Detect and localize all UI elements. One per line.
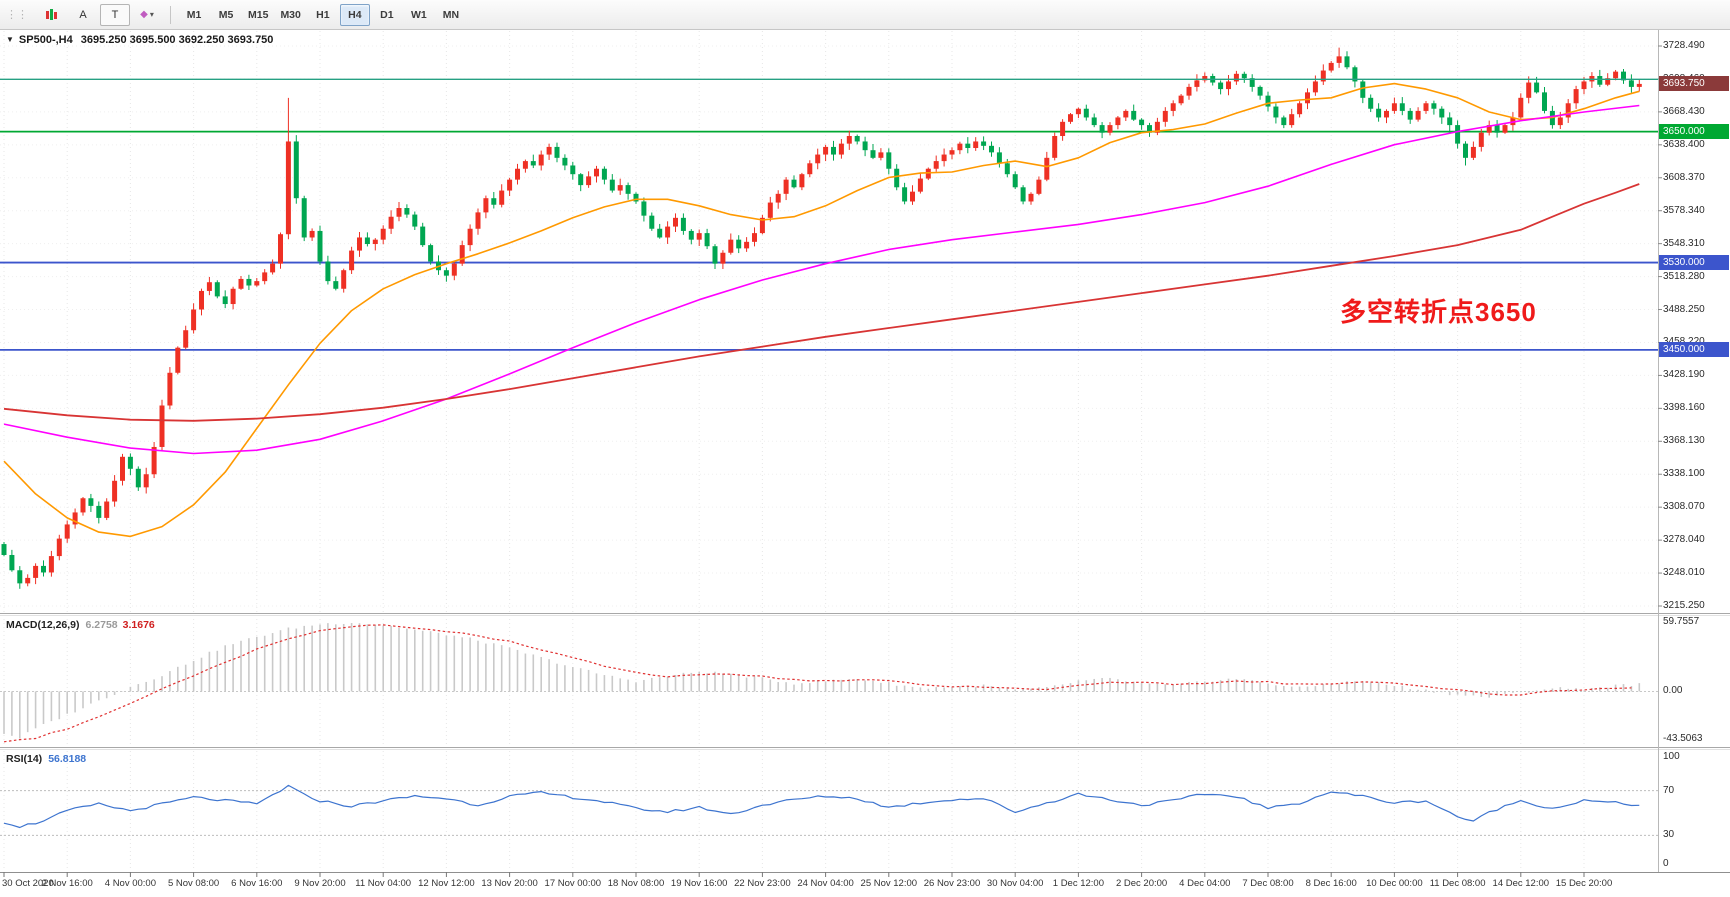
chart-annotation[interactable]: 多空转折点3650: [1340, 297, 1537, 327]
insert-text-button[interactable]: A: [79, 8, 87, 21]
macd-signal-value: 3.1676: [122, 619, 155, 631]
toolbar-grip[interactable]: ⋮⋮: [6, 9, 28, 21]
ma-slow: [3, 183, 1640, 422]
rsi-indicator-label: RSI(14) 56.8188: [6, 753, 86, 765]
rsi-value: 56.8188: [48, 753, 87, 765]
timeframe-button-d1[interactable]: D1: [380, 8, 394, 21]
chevron-down-icon: ▾: [149, 9, 154, 19]
rsi-line: [3, 784, 1640, 829]
symbol-period-label: SP500-,H4: [18, 34, 73, 46]
objects-dropdown-button[interactable]: ◆ ▾: [132, 4, 162, 26]
macd-title: MACD(12,26,9): [6, 619, 80, 631]
chart-type-button[interactable]: [36, 4, 66, 26]
chart-header: ▼ SP500-,H4 3695.250 3695.500 3692.250 369…: [6, 34, 273, 46]
timeframe-button-h1[interactable]: H1: [316, 8, 330, 21]
rsi-title: RSI(14): [6, 753, 43, 765]
moving-averages-layer: [3, 82, 1640, 538]
timeframe-button-h4[interactable]: H4: [339, 3, 370, 26]
ma-medium: [3, 104, 1640, 455]
ma-fast: [3, 82, 1640, 538]
timeframe-button-m5[interactable]: M5: [218, 8, 234, 21]
shapes-icon: ◆: [140, 8, 148, 20]
timeframe-button-m30[interactable]: M30: [280, 8, 301, 21]
macd-main-value: 6.2758: [85, 619, 118, 631]
toolbar: ⋮⋮ A T ◆ ▾ M1 M5 M15 M30 H1 H4 D1 W1 MN: [0, 0, 1730, 30]
insert-label-button[interactable]: T: [100, 3, 130, 26]
expand-arrow-icon: ▼: [6, 35, 14, 44]
grid-layer: [0, 31, 1658, 871]
candles-layer: [1, 47, 1642, 589]
ohlc-readout: 3695.250 3695.500 3692.250 3693.750: [80, 34, 274, 46]
timeframe-button-m15[interactable]: M15: [248, 8, 269, 21]
macd-signal-line: [3, 624, 1632, 743]
timeframe-button-w1[interactable]: W1: [411, 8, 427, 21]
timeframe-button-mn[interactable]: MN: [442, 8, 460, 21]
macd-indicator-label: MACD(12,26,9) 6.2758 3.1676: [6, 619, 155, 631]
timeframe-toolbar: M1 M5 M15 M30 H1 H4 D1 W1 MN: [178, 3, 467, 26]
macd-histogram-layer: [3, 623, 1641, 739]
timeframe-button-m1[interactable]: M1: [186, 8, 202, 21]
toolbar-separator: [170, 5, 171, 24]
candlestick-chart-icon: [44, 7, 58, 22]
